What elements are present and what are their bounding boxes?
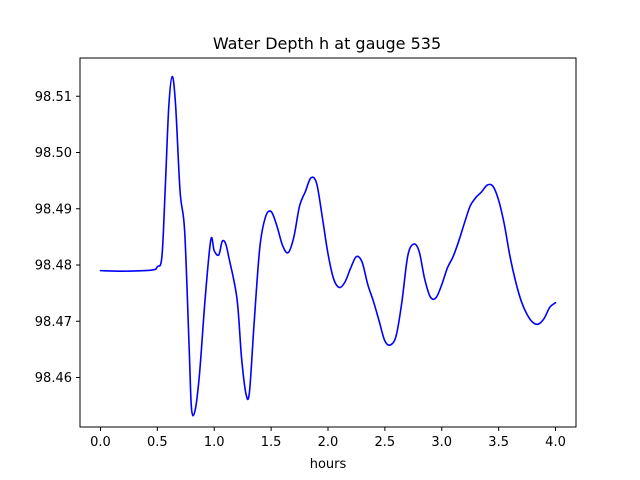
- y-tick-label-4: 98.50: [35, 146, 72, 161]
- chart-title: Water Depth h at gauge 535: [213, 34, 441, 53]
- y-tick-label-5: 98.51: [35, 90, 72, 105]
- series-layer: [99, 75, 557, 417]
- series-line-0: [99, 75, 557, 417]
- x-axis: 0.0 0.5 1.0 1.5 2.0 2.5 3.0 3.5 4.0: [90, 427, 566, 450]
- x-tick-label-8: 4.0: [545, 435, 566, 450]
- plot-area: [79, 57, 577, 428]
- y-tick-label-1: 98.47: [35, 315, 72, 330]
- x-tick-label-3: 1.5: [261, 435, 282, 450]
- y-tick-label-0: 98.46: [35, 371, 72, 386]
- y-axis: 98.46 98.47 98.48 98.49 98.50 98.51: [35, 90, 80, 386]
- x-tick-label-7: 3.5: [488, 435, 509, 450]
- x-tick-label-0: 0.0: [90, 435, 111, 450]
- x-tick-label-2: 1.0: [204, 435, 225, 450]
- plot-background: [80, 58, 576, 427]
- x-tick-label-4: 2.0: [318, 435, 339, 450]
- x-tick-label-6: 3.0: [431, 435, 452, 450]
- x-tick-label-1: 0.5: [147, 435, 168, 450]
- y-tick-label-3: 98.49: [35, 202, 72, 217]
- x-axis-label: hours: [310, 457, 347, 472]
- y-tick-label-2: 98.48: [35, 259, 72, 274]
- x-tick-label-5: 2.5: [375, 435, 396, 450]
